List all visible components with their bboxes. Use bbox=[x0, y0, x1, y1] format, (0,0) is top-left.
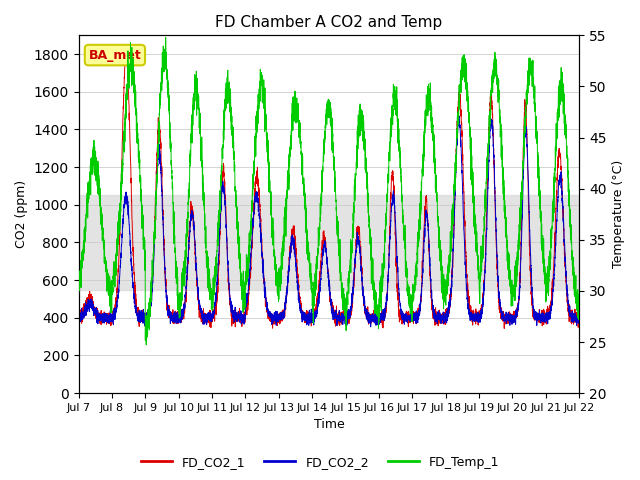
Title: FD Chamber A CO2 and Temp: FD Chamber A CO2 and Temp bbox=[215, 15, 442, 30]
Y-axis label: Temperature (°C): Temperature (°C) bbox=[612, 160, 625, 268]
Legend: FD_CO2_1, FD_CO2_2, FD_Temp_1: FD_CO2_1, FD_CO2_2, FD_Temp_1 bbox=[136, 451, 504, 474]
Text: BA_met: BA_met bbox=[88, 48, 141, 61]
X-axis label: Time: Time bbox=[314, 419, 344, 432]
Y-axis label: CO2 (ppm): CO2 (ppm) bbox=[15, 180, 28, 248]
Bar bbox=[79, 195, 579, 289]
